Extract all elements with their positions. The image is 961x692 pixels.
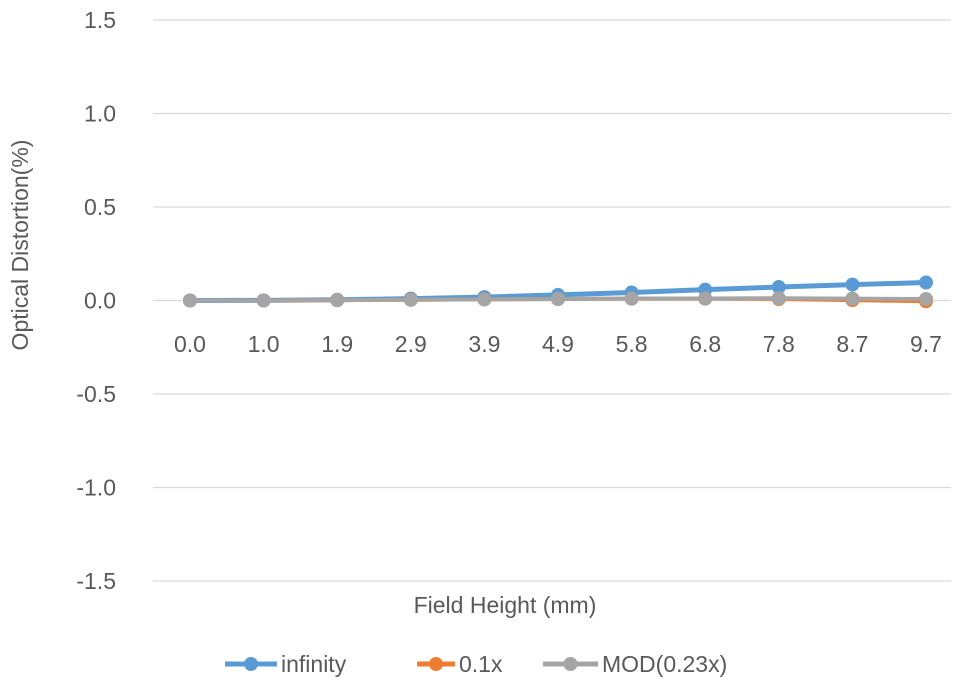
data-point — [771, 280, 786, 295]
data-point — [403, 292, 418, 307]
legend-item: infinity — [225, 651, 347, 677]
x-tick-label: 1.9 — [321, 331, 353, 357]
series-2 — [183, 291, 933, 308]
x-tick-label: 3.9 — [468, 331, 500, 357]
data-point — [551, 292, 565, 307]
x-tick-label: 2.9 — [395, 331, 427, 357]
data-point — [698, 291, 713, 306]
y-axis-title: Optical Distortion(%) — [7, 140, 33, 351]
data-point — [771, 291, 786, 306]
legend-label: MOD(0.23x) — [602, 651, 727, 677]
legend-swatch-marker — [563, 657, 578, 671]
x-tick-label: 9.7 — [910, 331, 942, 357]
x-tick-label: 6.8 — [689, 331, 721, 357]
data-point — [919, 292, 933, 307]
y-tick-label: -1.5 — [76, 568, 116, 594]
x-tick-label: 8.7 — [836, 331, 868, 357]
x-tick-label: 4.9 — [542, 331, 574, 357]
x-axis-title: Field Height (mm) — [414, 592, 597, 618]
y-tick-label: -1.0 — [76, 475, 116, 501]
y-tick-label: 0.5 — [84, 194, 116, 220]
data-point — [330, 293, 345, 308]
legend-swatch-marker — [244, 657, 258, 671]
data-point — [845, 277, 860, 292]
y-tick-label: 1.0 — [84, 101, 116, 127]
x-tick-label: 1.0 — [248, 331, 280, 357]
series-lines — [183, 275, 933, 309]
y-tick-label: 0.0 — [84, 288, 116, 314]
legend-item: MOD(0.23x) — [543, 651, 727, 677]
x-tick-label: 5.8 — [616, 331, 648, 357]
data-point — [919, 275, 933, 290]
x-axis-ticks: 0.0 1.0 1.9 2.9 3.9 4.9 5.8 6.8 7.8 8.7 9.7 — [174, 331, 942, 357]
data-point — [183, 293, 197, 308]
data-point — [845, 291, 860, 306]
data-point — [256, 293, 271, 308]
legend-item: 0.1x — [417, 651, 503, 677]
x-tick-label: 7.8 — [763, 331, 795, 357]
x-tick-label: 0.0 — [174, 331, 206, 357]
legend-label: infinity — [281, 651, 347, 677]
legend-label: 0.1x — [459, 651, 503, 677]
data-point — [477, 292, 492, 307]
legend: infinity 0.1x MOD(0.23x) — [225, 651, 727, 677]
data-point — [624, 291, 639, 306]
y-tick-label: -0.5 — [76, 381, 116, 407]
y-tick-label: 1.5 — [84, 7, 116, 33]
legend-swatch-marker — [429, 657, 443, 671]
y-axis-ticks: 1.5 1.0 0.5 0.0 -0.5 -1.0 -1.5 — [76, 7, 116, 594]
